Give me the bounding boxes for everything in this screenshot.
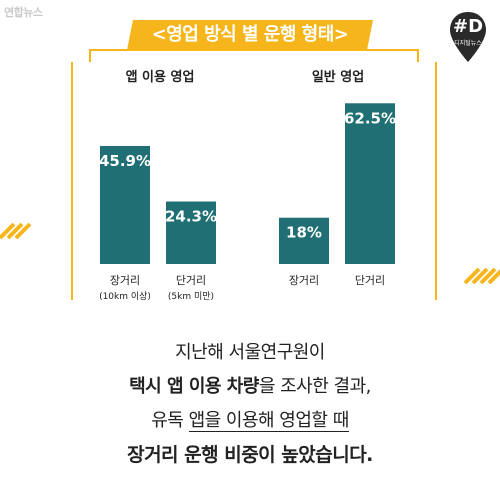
watermark: 연합뉴스 xyxy=(4,6,43,19)
category-label-0-1: 단거리 xyxy=(176,274,206,287)
title-banner-shape xyxy=(127,20,373,50)
group-label-general: 일반 영업 xyxy=(312,69,364,85)
category-sublabel-0-0: (10km 이상) xyxy=(99,291,151,302)
chart-title-banner: <영업 방식 별 운행 형태> xyxy=(125,18,375,52)
caption-line-3-pre: 유독 xyxy=(151,410,189,431)
category-sublabel-0-1: (5km 미만) xyxy=(168,291,214,302)
stripe-right-icon xyxy=(463,267,500,285)
caption-line-1: 지난해 서울연구원이 xyxy=(175,342,325,363)
category-label-0-0: 장거리 xyxy=(110,274,140,287)
logo: #D 디지털뉴스 xyxy=(448,10,488,64)
chart-title: <영업 방식 별 운행 형태> xyxy=(151,24,349,45)
category-label-1-1: 단거리 xyxy=(355,274,385,287)
bar-0-1 xyxy=(166,201,216,264)
logo-sub: 디지털뉴스 xyxy=(454,40,482,47)
logo-letter: #D xyxy=(452,16,484,37)
caption-line-2: 택시 앱 이용 차량을 조사한 결과, xyxy=(0,372,500,398)
bar-value-label-0-1: 24.3% xyxy=(165,208,217,226)
bar-1-0 xyxy=(279,217,329,264)
bar-value-label-1-0: 18% xyxy=(286,224,322,242)
caption-line-3: 유독 앱을 이용해 영업할 때 xyxy=(0,406,500,432)
bar-1-1 xyxy=(345,103,395,265)
bar-value-label-1-1: 62.5% xyxy=(344,109,396,127)
stripe-left-icon xyxy=(0,222,32,240)
group-label-app: 앱 이용 영업 xyxy=(126,69,195,85)
location-pin-icon xyxy=(450,12,486,62)
bar-0-0 xyxy=(100,145,150,264)
category-label-1-0: 장거리 xyxy=(289,274,319,287)
caption-line-4: 장거리 운행 비중이 높았습니다. xyxy=(127,444,373,466)
caption-line-2-bold: 택시 앱 이용 차량 xyxy=(129,376,259,397)
caption-line-3-underlined: 앱을 이용해 영업할 때 xyxy=(188,410,349,432)
caption-line-2-rest: 을 조사한 결과, xyxy=(258,376,372,397)
bar-value-label-0-0: 45.9% xyxy=(99,152,151,170)
bar-chart: 앱 이용 영업 일반 영업 45.9% 24.3% 18% 62.5% 장거리 (10k… xyxy=(71,49,437,302)
